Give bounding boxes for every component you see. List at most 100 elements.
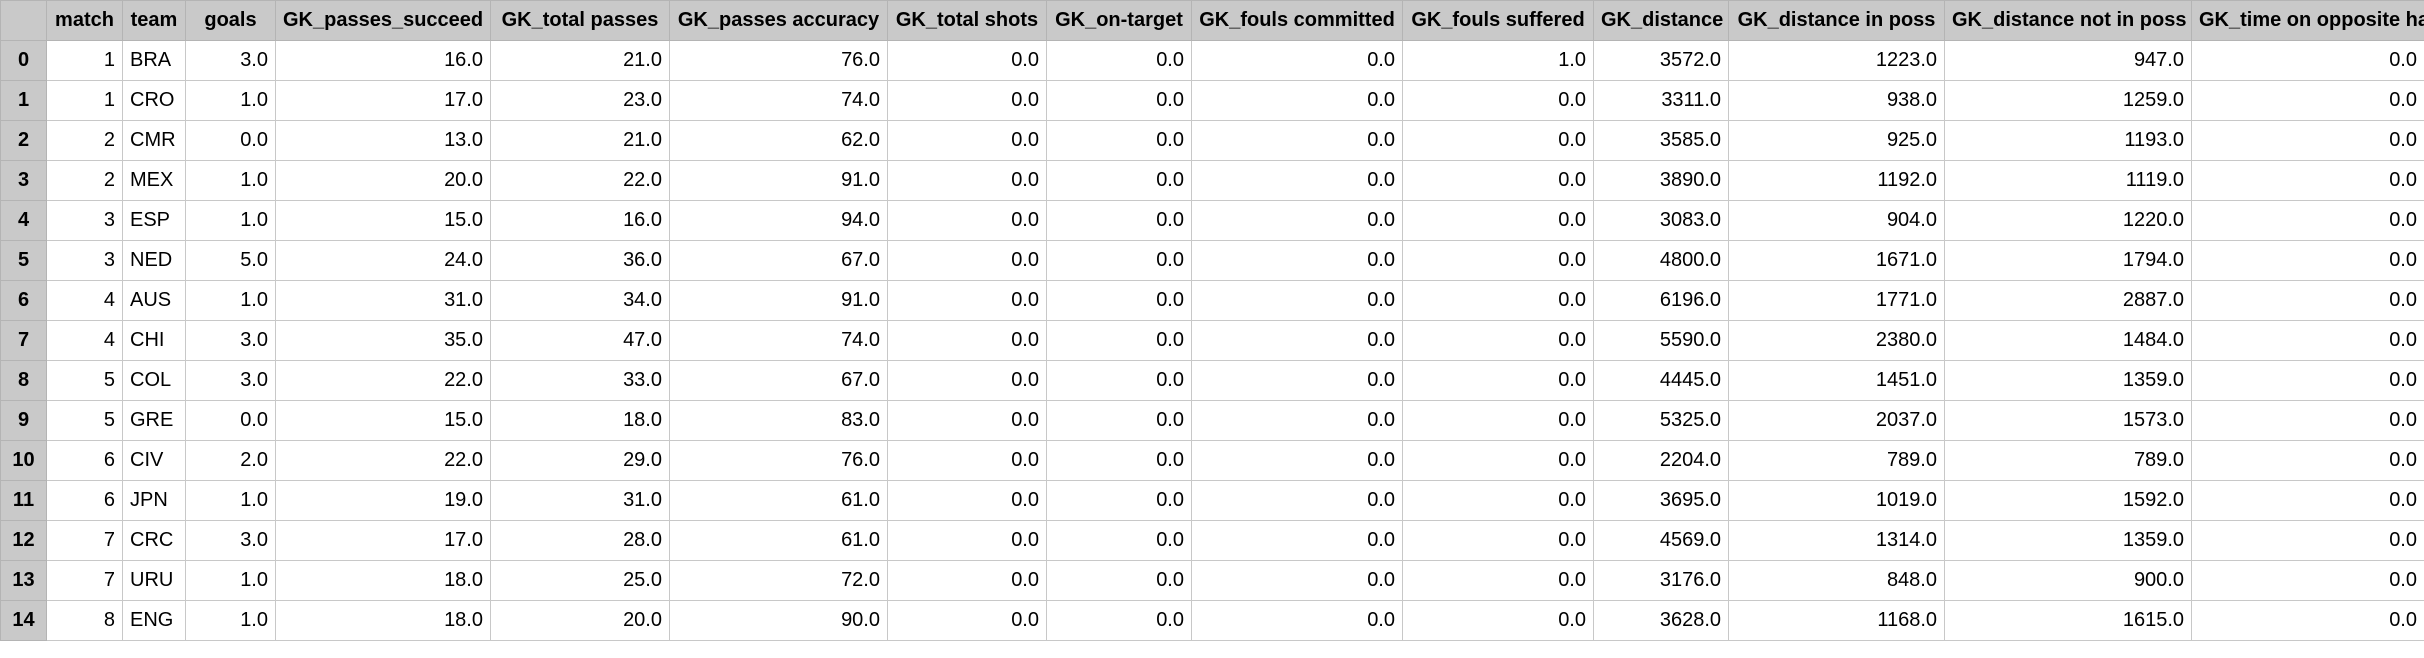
table-cell[interactable]: 21.0	[490, 120, 670, 161]
table-cell[interactable]: 0.0	[887, 520, 1047, 561]
table-cell[interactable]: 6196.0	[1593, 280, 1729, 321]
table-cell[interactable]: 3	[46, 200, 123, 241]
table-cell[interactable]: 5590.0	[1593, 320, 1729, 361]
table-cell[interactable]: 1451.0	[1728, 360, 1945, 401]
table-cell[interactable]: 0.0	[1046, 560, 1192, 601]
table-cell[interactable]: 0.0	[1402, 400, 1594, 441]
table-cell[interactable]: 0.0	[1191, 40, 1403, 81]
table-cell[interactable]: 1359.0	[1944, 360, 2192, 401]
table-cell[interactable]: BRA	[122, 40, 186, 81]
table-cell[interactable]: 947.0	[1944, 40, 2192, 81]
table-cell[interactable]: 0.0	[887, 280, 1047, 321]
table-cell[interactable]: 0.0	[2191, 360, 2424, 401]
table-cell[interactable]: 0.0	[1191, 200, 1403, 241]
table-cell[interactable]: CRC	[122, 520, 186, 561]
row-index[interactable]: 11	[0, 480, 47, 521]
table-cell[interactable]: 2380.0	[1728, 320, 1945, 361]
table-cell[interactable]: 1.0	[185, 600, 276, 641]
table-cell[interactable]: 0.0	[1402, 560, 1594, 601]
table-cell[interactable]: CMR	[122, 120, 186, 161]
table-cell[interactable]: URU	[122, 560, 186, 601]
table-cell[interactable]: 2037.0	[1728, 400, 1945, 441]
table-cell[interactable]: 91.0	[669, 160, 888, 201]
table-cell[interactable]: 0.0	[1046, 200, 1192, 241]
table-cell[interactable]: 15.0	[275, 400, 491, 441]
table-cell[interactable]: 789.0	[1728, 440, 1945, 481]
table-cell[interactable]: 2204.0	[1593, 440, 1729, 481]
table-cell[interactable]: 0.0	[1191, 600, 1403, 641]
table-cell[interactable]: ESP	[122, 200, 186, 241]
table-cell[interactable]: 20.0	[275, 160, 491, 201]
table-cell[interactable]: 4445.0	[1593, 360, 1729, 401]
column-header[interactable]: GK_fouls committed	[1191, 0, 1403, 41]
table-cell[interactable]: 4	[46, 320, 123, 361]
table-cell[interactable]: 16.0	[275, 40, 491, 81]
table-cell[interactable]: 0.0	[2191, 400, 2424, 441]
table-cell[interactable]: 34.0	[490, 280, 670, 321]
column-header[interactable]: GK_fouls suffered	[1402, 0, 1594, 41]
table-cell[interactable]: 0.0	[1402, 320, 1594, 361]
table-cell[interactable]: 0.0	[2191, 280, 2424, 321]
row-index[interactable]: 14	[0, 600, 47, 641]
table-cell[interactable]: 0.0	[2191, 120, 2424, 161]
row-index[interactable]: 12	[0, 520, 47, 561]
table-cell[interactable]: 1484.0	[1944, 320, 2192, 361]
table-cell[interactable]: 1.0	[185, 280, 276, 321]
row-index[interactable]: 5	[0, 240, 47, 281]
table-cell[interactable]: NED	[122, 240, 186, 281]
table-cell[interactable]: 1.0	[185, 160, 276, 201]
table-cell[interactable]: 1359.0	[1944, 520, 2192, 561]
table-cell[interactable]: 0.0	[887, 360, 1047, 401]
table-cell[interactable]: 0.0	[1191, 240, 1403, 281]
table-cell[interactable]: 0.0	[1046, 160, 1192, 201]
table-cell[interactable]: 22.0	[490, 160, 670, 201]
table-cell[interactable]: 17.0	[275, 520, 491, 561]
table-cell[interactable]: 0.0	[1402, 480, 1594, 521]
table-cell[interactable]: 76.0	[669, 440, 888, 481]
table-cell[interactable]: 61.0	[669, 480, 888, 521]
table-cell[interactable]: 0.0	[1402, 280, 1594, 321]
row-index[interactable]: 0	[0, 40, 47, 81]
table-cell[interactable]: 47.0	[490, 320, 670, 361]
table-cell[interactable]: 0.0	[1046, 80, 1192, 121]
row-index[interactable]: 6	[0, 280, 47, 321]
table-cell[interactable]: 62.0	[669, 120, 888, 161]
table-cell[interactable]: 18.0	[275, 560, 491, 601]
table-cell[interactable]: 0.0	[1046, 320, 1192, 361]
row-index[interactable]: 4	[0, 200, 47, 241]
table-cell[interactable]: 0.0	[887, 480, 1047, 521]
table-cell[interactable]: CRO	[122, 80, 186, 121]
table-cell[interactable]: 0.0	[887, 240, 1047, 281]
table-cell[interactable]: 2	[46, 160, 123, 201]
table-cell[interactable]: 8	[46, 600, 123, 641]
table-cell[interactable]: 74.0	[669, 320, 888, 361]
table-cell[interactable]: 0.0	[2191, 560, 2424, 601]
table-cell[interactable]: 1.0	[1402, 40, 1594, 81]
table-cell[interactable]: 0.0	[2191, 480, 2424, 521]
table-cell[interactable]: 0.0	[1046, 440, 1192, 481]
column-header[interactable]: GK_distance in poss	[1728, 0, 1945, 41]
table-cell[interactable]: COL	[122, 360, 186, 401]
table-cell[interactable]: 3572.0	[1593, 40, 1729, 81]
table-cell[interactable]: 0.0	[2191, 600, 2424, 641]
table-cell[interactable]: 0.0	[1191, 360, 1403, 401]
table-cell[interactable]: 4	[46, 280, 123, 321]
table-cell[interactable]: 0.0	[1191, 520, 1403, 561]
table-cell[interactable]: 0.0	[2191, 320, 2424, 361]
column-header[interactable]: GK_passes accuracy	[669, 0, 888, 41]
table-cell[interactable]: 0.0	[1402, 80, 1594, 121]
column-header[interactable]: GK_total shots	[887, 0, 1047, 41]
row-index[interactable]: 10	[0, 440, 47, 481]
table-cell[interactable]: 22.0	[275, 360, 491, 401]
table-cell[interactable]: 90.0	[669, 600, 888, 641]
table-cell[interactable]: 1119.0	[1944, 160, 2192, 201]
table-cell[interactable]: 1671.0	[1728, 240, 1945, 281]
table-cell[interactable]: 0.0	[1191, 440, 1403, 481]
row-index[interactable]: 9	[0, 400, 47, 441]
table-cell[interactable]: 0.0	[2191, 40, 2424, 81]
table-cell[interactable]: 1168.0	[1728, 600, 1945, 641]
table-cell[interactable]: 6	[46, 480, 123, 521]
table-cell[interactable]: 3311.0	[1593, 80, 1729, 121]
table-cell[interactable]: 0.0	[1191, 120, 1403, 161]
column-header[interactable]: match	[46, 0, 123, 41]
